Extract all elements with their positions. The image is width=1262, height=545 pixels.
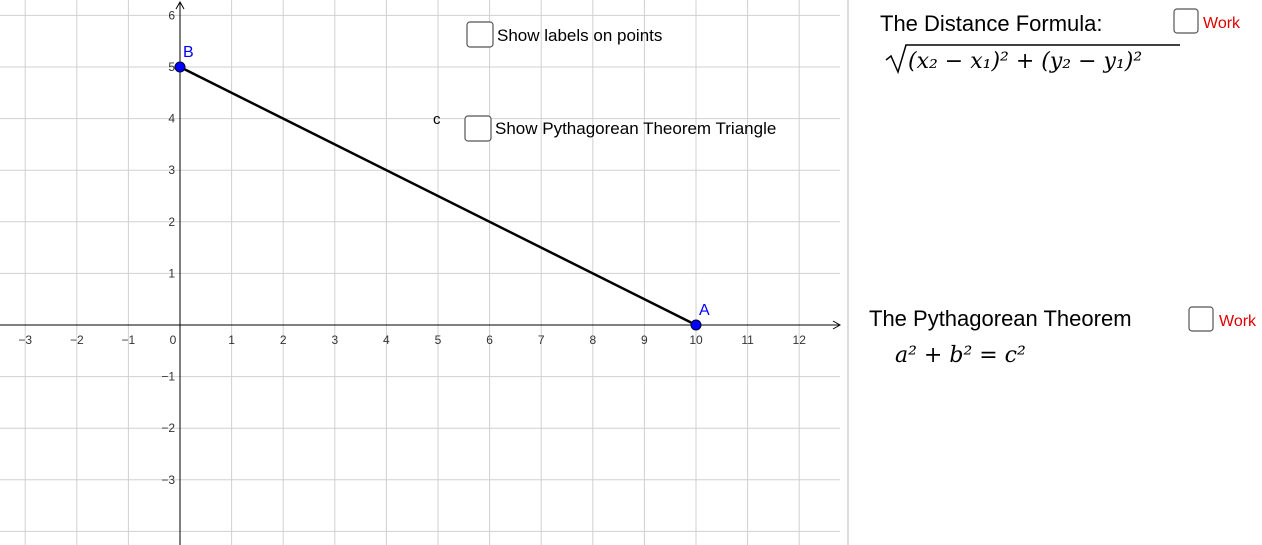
checkbox-label[interactable]: Show labels on points (497, 26, 662, 45)
formula: (x₂ − x₁)² + (y₂ − y₁)² (908, 49, 1142, 74)
x-tick-label: 6 (486, 333, 493, 347)
checkbox[interactable] (464, 115, 492, 142)
formula: a² + b² = c² (895, 343, 1026, 368)
y-axis-arrow (175, 0, 185, 10)
y-tick-label: 5 (168, 60, 175, 74)
segment-label: c (433, 111, 441, 128)
x-tick-label: 9 (641, 333, 648, 347)
x-tick-label: 7 (538, 333, 545, 347)
checkbox[interactable] (1188, 306, 1214, 332)
x-tick-label: 8 (589, 333, 596, 347)
title: The Pythagorean Theorem (869, 306, 1132, 331)
title: The Distance Formula: (880, 11, 1103, 36)
x-tick-label: 2 (280, 333, 287, 347)
x-tick-label: 11 (741, 333, 754, 347)
y-tick-label: −3 (161, 473, 175, 487)
checkbox[interactable] (466, 21, 494, 48)
x-tick-label: −2 (70, 333, 84, 347)
x-axis-arrow (832, 320, 842, 330)
y-tick-label: 1 (168, 266, 175, 280)
y-tick-label: −1 (161, 370, 175, 384)
y-tick-label: 4 (168, 112, 175, 126)
segment (179, 65, 697, 327)
radical (885, 44, 1180, 75)
y-tick-label: 2 (168, 215, 175, 229)
work-label[interactable]: Work (1203, 15, 1241, 32)
x-tick-label: 5 (435, 333, 442, 347)
x-tick-label: 3 (331, 333, 338, 347)
checkbox-label[interactable]: Show Pythagorean Theorem Triangle (495, 119, 776, 138)
y-tick-label: 6 (168, 8, 175, 22)
point (174, 61, 186, 73)
checkbox[interactable] (1173, 8, 1199, 34)
x-tick-label: 12 (793, 333, 807, 347)
x-tick-label: 10 (689, 333, 703, 347)
work-label[interactable]: Work (1219, 313, 1257, 330)
point-label: B (183, 44, 194, 61)
y-tick-label: 3 (168, 163, 175, 177)
x-tick-label: 0 (170, 333, 177, 347)
x-tick-label: −3 (18, 333, 32, 347)
x-tick-label: 1 (228, 333, 235, 347)
point-label: A (699, 302, 710, 319)
y-tick-label: −2 (161, 421, 175, 435)
x-tick-label: −1 (122, 333, 136, 347)
point (690, 319, 702, 331)
x-tick-label: 4 (383, 333, 390, 347)
